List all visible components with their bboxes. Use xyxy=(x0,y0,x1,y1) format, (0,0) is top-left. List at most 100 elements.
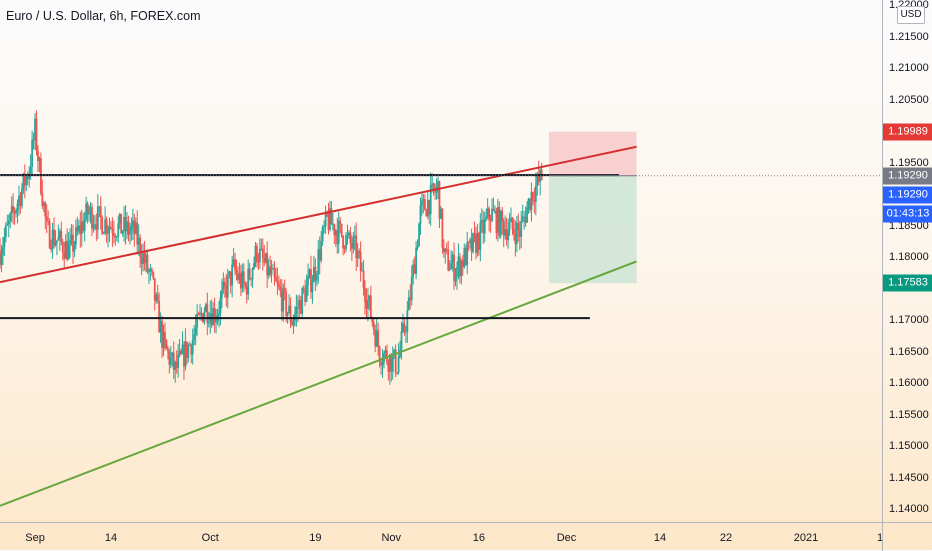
candle-body xyxy=(161,320,163,348)
candle-body xyxy=(45,216,48,221)
candle-body xyxy=(82,221,85,231)
candle-body xyxy=(219,297,222,314)
candle-body xyxy=(190,344,193,355)
take-profit-zone xyxy=(548,175,637,284)
candle-body xyxy=(34,118,36,140)
candle-body xyxy=(250,278,253,280)
candle-body xyxy=(437,181,439,188)
candle-body xyxy=(77,225,80,232)
candle-body xyxy=(3,237,6,248)
candle-body xyxy=(323,226,326,228)
candle-body xyxy=(118,213,121,224)
candle-body xyxy=(188,344,191,346)
price-tick-label: 1.14000 xyxy=(889,503,929,515)
candle-body xyxy=(302,288,305,291)
candle-body xyxy=(521,216,524,222)
candle-body xyxy=(35,118,38,151)
candle-body xyxy=(235,270,238,274)
candle-body xyxy=(175,361,178,368)
candle-body xyxy=(66,241,69,260)
candle-body xyxy=(359,252,362,272)
chart-area[interactable]: Euro / U.S. Dollar, 6h, FOREX.com xyxy=(0,0,882,522)
time-tick-label: 22 xyxy=(719,532,733,544)
candle-body xyxy=(496,207,499,233)
candle-body xyxy=(472,233,474,252)
candle-body xyxy=(61,241,64,253)
candle-body xyxy=(334,230,337,236)
candle-body xyxy=(228,271,231,276)
last-price-gray-label: 1.19290 xyxy=(883,167,932,185)
candle-body xyxy=(514,233,517,245)
candle-body xyxy=(124,217,127,232)
candle-body xyxy=(89,207,92,214)
candle-body xyxy=(260,248,263,250)
candle-body xyxy=(167,348,169,352)
candle-body xyxy=(473,233,476,235)
candle-body xyxy=(456,267,458,277)
candle-body xyxy=(275,277,277,282)
candle-body xyxy=(377,330,380,347)
candle-body xyxy=(447,249,450,271)
candle-body xyxy=(127,221,130,235)
candle-body xyxy=(70,234,73,240)
candle-body xyxy=(98,206,101,208)
candle-body xyxy=(394,349,397,373)
candle-body xyxy=(450,263,453,270)
candle-body xyxy=(479,222,482,250)
candle-body xyxy=(134,222,137,234)
time-axis[interactable]: Sep 14 Oct 19 Nov 16 Dec 14 22 2021 1 xyxy=(0,522,883,551)
candle-body xyxy=(63,252,66,259)
candle-body xyxy=(185,341,188,358)
candle-body xyxy=(470,239,473,252)
candle-body xyxy=(215,320,217,323)
candle-body xyxy=(184,341,187,367)
candle-body xyxy=(480,220,483,223)
candle-body xyxy=(60,231,63,242)
candle-body xyxy=(507,231,509,241)
candle-body xyxy=(221,289,223,298)
candle-body xyxy=(248,268,251,279)
candle-body xyxy=(418,223,420,247)
candle-body xyxy=(406,310,409,332)
candle-body xyxy=(158,301,161,333)
candle-body xyxy=(438,181,441,219)
candle-body xyxy=(13,211,16,214)
candle-body xyxy=(107,231,109,234)
candle-body xyxy=(534,185,537,202)
candle-body xyxy=(365,301,368,309)
candle-body xyxy=(342,235,344,249)
candle-body xyxy=(95,224,98,230)
candle-body xyxy=(48,221,51,249)
candle-body xyxy=(234,259,236,271)
candle-body xyxy=(419,205,422,224)
price-axis[interactable]: 1.220001.215001.210001.205001.200001.195… xyxy=(882,0,932,522)
chart-canvas[interactable] xyxy=(0,0,882,522)
candle-body xyxy=(292,320,295,326)
candle-body xyxy=(56,240,58,243)
candle-body xyxy=(126,221,128,232)
candle-body xyxy=(117,223,120,237)
candle-body xyxy=(19,195,22,206)
candle-body xyxy=(257,261,260,263)
candle-body xyxy=(263,258,266,263)
candle-body xyxy=(466,242,469,266)
candle-body xyxy=(476,233,479,254)
candle-body xyxy=(524,216,527,223)
axis-corner xyxy=(882,522,932,551)
candle-body xyxy=(320,241,323,261)
support-trendline xyxy=(0,260,637,507)
candle-body xyxy=(75,227,77,245)
candle-body xyxy=(407,297,410,311)
candle-body xyxy=(530,192,533,211)
candle-body xyxy=(339,220,342,224)
candle-body xyxy=(223,281,226,286)
candle-body xyxy=(83,219,86,231)
candle-body xyxy=(85,203,88,220)
candle-body xyxy=(277,283,280,287)
price-tick-label: 1.18500 xyxy=(889,219,929,232)
candle-body xyxy=(358,250,361,253)
candle-body xyxy=(369,295,372,318)
last-price-label: 1.19290 xyxy=(883,186,932,204)
currency-button[interactable]: USD xyxy=(897,6,925,24)
candle-body xyxy=(26,176,29,180)
